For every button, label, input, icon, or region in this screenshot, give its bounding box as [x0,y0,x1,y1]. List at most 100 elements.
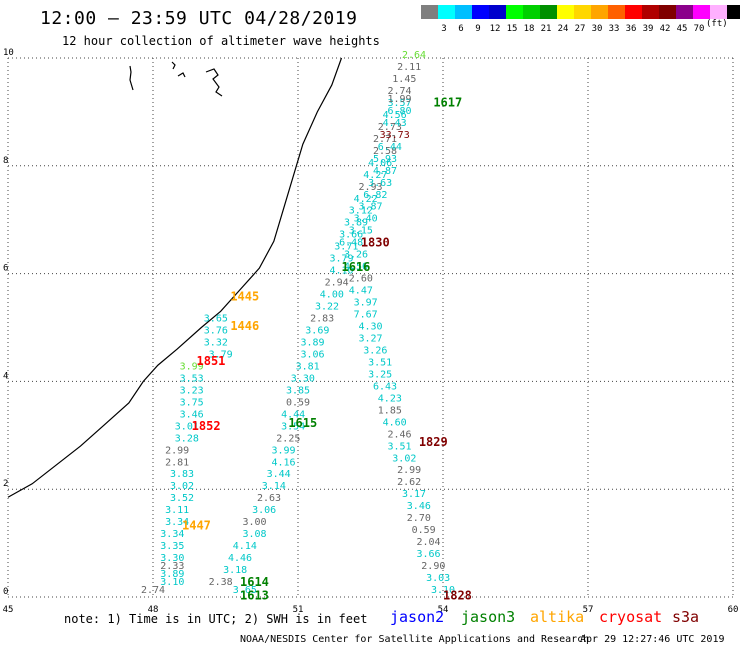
wave-height-value: 3.75 [180,397,204,408]
wave-height-value: 3.08 [242,529,266,540]
color-swatch [574,5,591,19]
chart-title: 12:00 – 23:59 UTC 04/28/2019 [40,8,358,29]
wave-height-value: 4.00 [320,290,344,301]
pass-time-label: 1617 [433,96,462,110]
wave-height-value: 4.56 [344,262,368,273]
color-swatch [438,5,455,19]
wave-height-value: 3.10 [431,585,455,596]
wave-height-value: 4.23 [378,393,402,404]
wave-height-value: 3.14 [262,481,286,492]
legend-jason2: jason2 [390,608,445,626]
color-swatch [676,5,693,19]
wave-height-value: 2.11 [397,62,421,73]
wave-height-value: 3.76 [204,326,228,337]
wave-height-value: 2.04 [416,537,440,548]
wave-height-value: 2.25 [276,433,300,444]
wave-height-value: 3.30 [291,373,315,384]
wave-height-value: 2.99 [165,445,189,456]
wave-height-value: 3.89 [160,569,184,580]
wave-height-value: 4.46 [228,553,252,564]
x-tick-label: 54 [438,605,449,615]
wave-height-value: 3.53 [180,373,204,384]
wave-height-value: 6.48 [339,238,363,249]
wave-height-value: 2.46 [387,429,411,440]
color-scale-label: 45 [676,24,688,34]
wave-height-value: 3.06 [300,349,324,360]
wave-height-value: 0.59 [286,397,310,408]
wave-height-value: 3.87 [358,202,382,213]
color-swatch [591,5,608,19]
color-scale-label: 15 [506,24,518,34]
wave-height-value: 3.11 [165,505,189,516]
wave-height-value: 3.54 [281,421,305,432]
x-tick-label: 51 [293,605,304,615]
chart-subtitle: 12 hour collection of altimeter wave hei… [62,34,380,48]
wave-height-value: 2.60 [349,274,373,285]
wave-height-value: 3.79 [209,349,233,360]
pass-time-label: 1851 [197,354,226,368]
x-tick-label: 48 [148,605,159,615]
wave-height-value: 3.15 [349,226,373,237]
island-outline [129,65,134,91]
wave-height-value: 5.93 [373,154,397,165]
wave-height-value: 3.99 [271,445,295,456]
wave-height-value: 3.22 [315,302,339,313]
wave-height-value: 3.12 [349,206,373,217]
wave-height-value: 4.56 [383,110,407,121]
wave-height-value: 3.51 [368,357,392,368]
pass-time-label: 1614 [240,575,269,589]
x-tick-label: 60 [728,605,739,615]
pass-time-label: 1445 [230,290,259,304]
wave-height-value: 2.62 [397,477,421,488]
pass-time-label: 1615 [288,416,317,430]
wave-height-value: 3.51 [387,441,411,452]
wave-height-value: 3.46 [407,501,431,512]
wave-height-value: 0.59 [412,525,436,536]
wave-height-value: 3.26 [344,250,368,261]
color-swatch [506,5,523,19]
color-scale-label: 39 [642,24,654,34]
wave-height-value: 2.70 [407,513,431,524]
color-swatch [523,5,540,19]
coastline [7,57,343,498]
wave-height-value: 2.93 [358,182,382,193]
color-scale-label: 6 [458,24,464,34]
wave-height-value: 3.02 [392,453,416,464]
color-swatch [727,5,740,19]
wave-height-value: 4.60 [383,417,407,428]
wave-height-value: 3.00 [242,517,266,528]
pass-time-label: 1616 [342,260,371,274]
color-swatch [642,5,659,19]
wave-height-value: 4.30 [358,322,382,333]
color-swatch [489,5,506,19]
wave-height-value: 3.69 [305,326,329,337]
color-scale-label: 30 [591,24,603,34]
wave-height-value: 3.35 [160,541,184,552]
wave-height-value: 3.81 [296,361,320,372]
wave-height-value: 2.58 [373,146,397,157]
wave-height-value: 3.18 [223,565,247,576]
wave-height-value: 2.71 [373,134,397,145]
wave-height-value: 3.89 [300,337,324,348]
color-swatch [625,5,642,19]
wave-height-value: 3.79 [329,254,353,265]
color-scale-label: 36 [625,24,637,34]
color-swatch [472,5,489,19]
wave-height-value: 2.73 [378,122,402,133]
wave-height-value: 3.66 [339,230,363,241]
x-tick-label: 57 [583,605,594,615]
wave-height-value: 3.25 [368,369,392,380]
color-swatch [608,5,625,19]
wave-height-value: 3.85 [286,385,310,396]
wave-height-value: 3.99 [180,361,204,372]
color-scale-label: 21 [540,24,552,34]
wave-height-value: 2.38 [209,577,233,588]
wave-height-value: 3.30 [160,553,184,564]
wave-height-value: 3.65 [233,585,257,596]
color-scale-label: 12 [489,24,501,34]
wave-height-value: 4.27 [363,170,387,181]
color-scale-unit: (ft) [706,19,728,29]
wave-height-value: 2.74 [141,585,165,596]
wave-height-value: 2.83 [310,314,334,325]
wave-height-value: 3.34 [165,517,189,528]
